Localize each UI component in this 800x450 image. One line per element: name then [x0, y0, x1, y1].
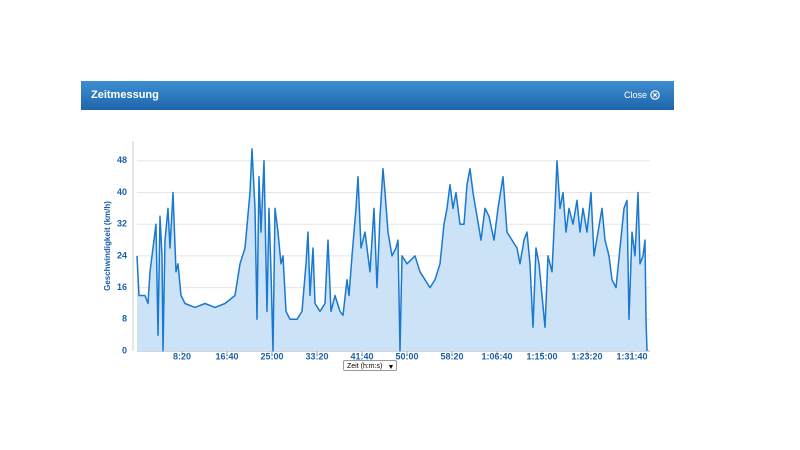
x-tick-label: 8:20 [173, 351, 191, 361]
x-tick-label: 16:40 [215, 351, 238, 361]
x-tick-label: 58:20 [440, 351, 463, 361]
x-tick-label: 1:31:40 [616, 351, 647, 361]
y-tick-label: 16 [117, 282, 127, 292]
x-axis-dropdown[interactable]: Zeit (h:m:s) [343, 360, 397, 371]
x-tick-label: 41:40 [350, 351, 373, 361]
speed-line [136, 148, 648, 352]
dialog-header: Zeitmessung Close [81, 81, 674, 110]
y-tick-label: 8 [122, 314, 127, 324]
x-tick-label: 33:20 [305, 351, 328, 361]
y-tick-label: 0 [122, 345, 127, 355]
y-tick-label: 24 [117, 250, 127, 260]
x-tick-label: 50:00 [395, 351, 418, 361]
x-tick-label: 1:23:20 [571, 351, 602, 361]
y-tick-label: 48 [117, 155, 127, 165]
dropdown-label: Zeit (h:m:s) [347, 363, 383, 370]
close-button[interactable]: Close [624, 90, 660, 100]
dialog-title: Zeitmessung [91, 89, 159, 101]
close-icon [650, 90, 660, 100]
x-tick-label: 1:15:00 [526, 351, 557, 361]
area-fill [137, 148, 647, 351]
y-tick-label: 32 [117, 219, 127, 229]
y-tick-label: 40 [117, 187, 127, 197]
y-axis-label: Geschwindigkeit (km/h) [103, 201, 112, 291]
dropdown-arrow [389, 365, 393, 369]
close-label: Close [623, 90, 647, 100]
x-tick-label: 1:06:40 [481, 351, 512, 361]
x-tick-label: 25:00 [260, 351, 283, 361]
